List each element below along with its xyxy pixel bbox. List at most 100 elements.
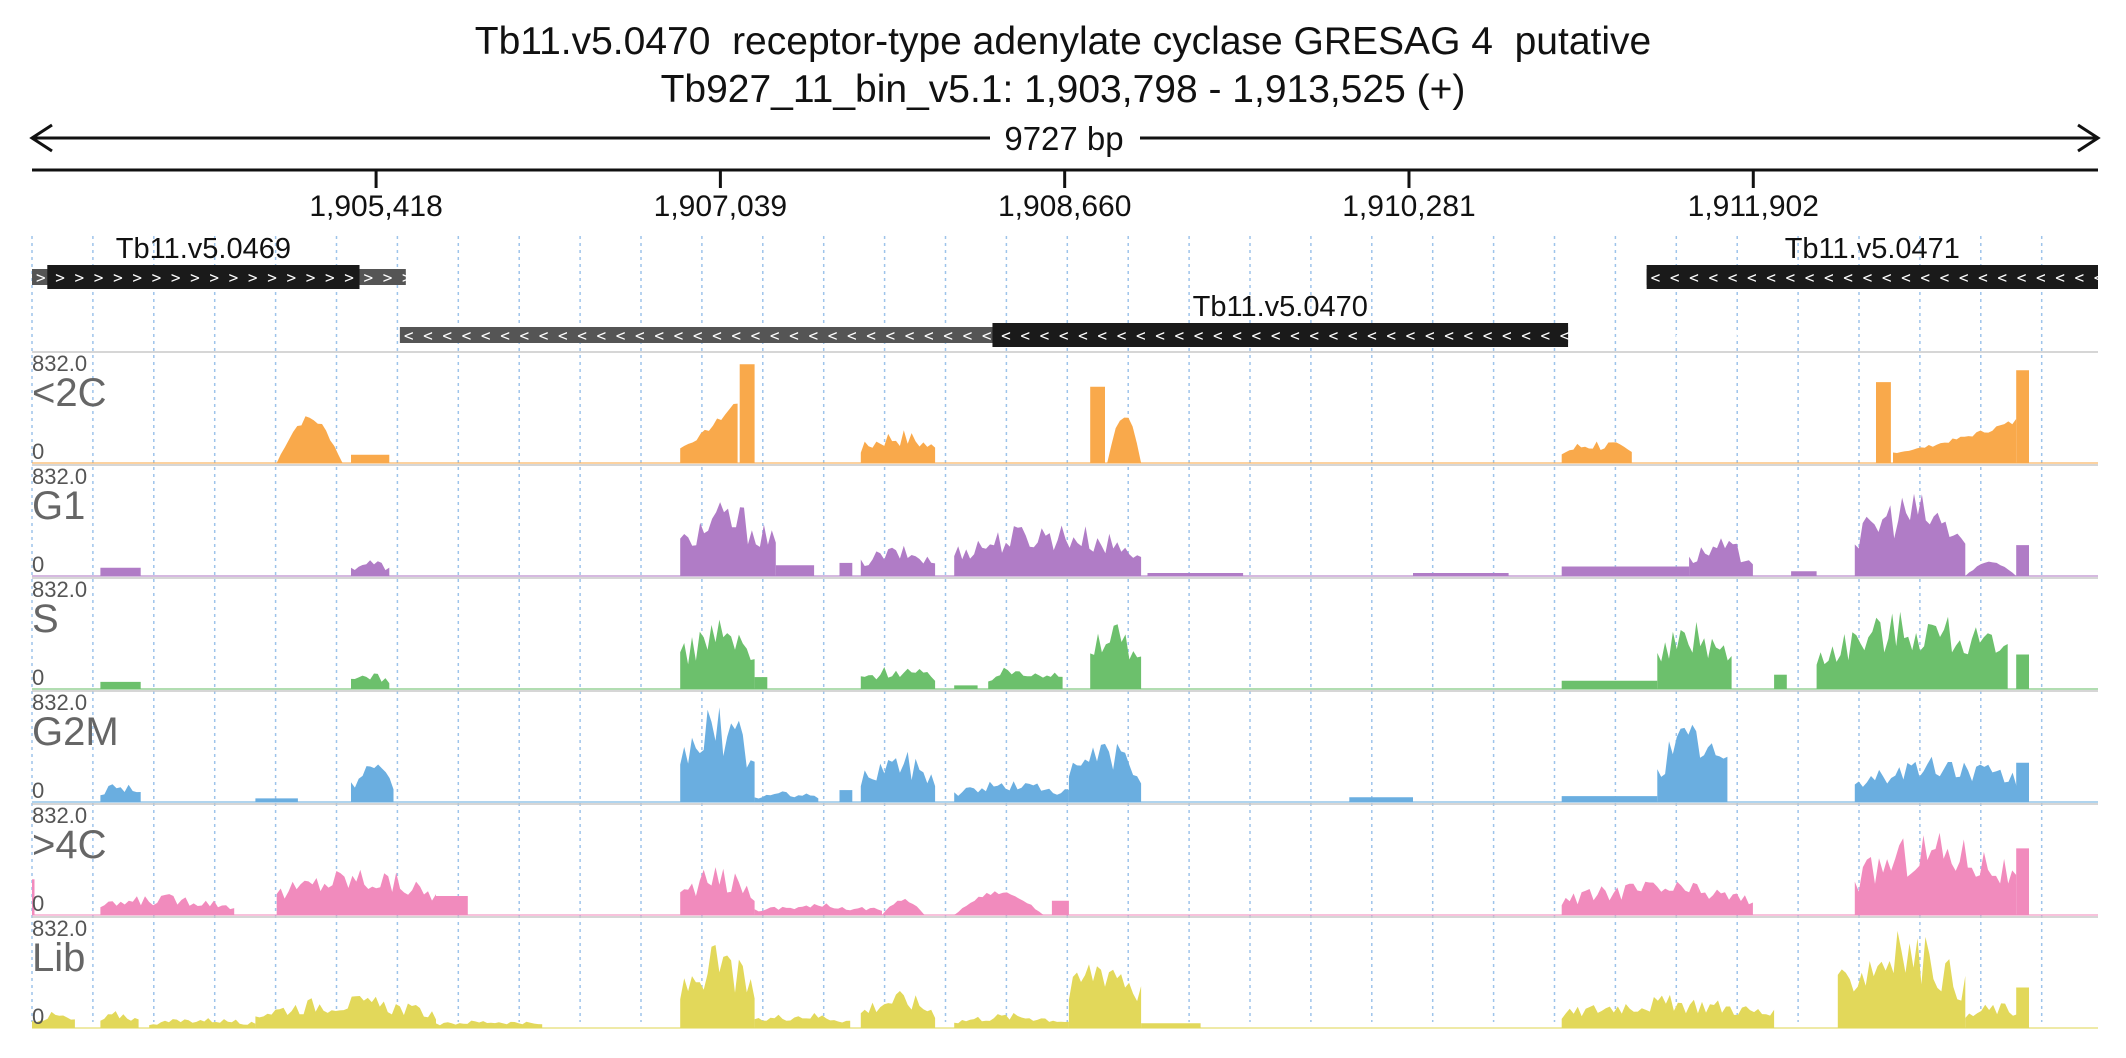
coverage-peak (2016, 848, 2029, 915)
coverage-peak (680, 619, 755, 689)
track-max-label: 832.0 (32, 690, 87, 715)
coverage-peak (276, 869, 436, 915)
coverage-peak (255, 996, 436, 1028)
coverage-peak (1561, 566, 1690, 576)
coverage-peak (32, 1011, 75, 1028)
axis-tick-label: 1,911,902 (1688, 190, 1819, 223)
coverage-peak (2016, 654, 2029, 689)
span-length-label: 9727 bp (1004, 120, 1123, 157)
coverage-peak (1068, 964, 1142, 1028)
grid-lines (31, 236, 2043, 1022)
coverage-peak (1147, 573, 1244, 576)
coverage-peak (860, 991, 936, 1028)
coverage-peak (276, 416, 343, 463)
track-1: 832.0G1 0 (32, 464, 2098, 577)
coverage-peak (32, 879, 35, 915)
coverage-peak (100, 784, 141, 802)
coverage-peak (100, 894, 235, 915)
coverage-peak (1141, 1023, 1201, 1028)
coverage-peak (775, 565, 815, 576)
track-max-label: 832.0 (32, 464, 87, 489)
coverage-peak (954, 525, 1142, 576)
track-name: G1 (32, 484, 85, 528)
coverage-peak (680, 867, 755, 915)
coverage-peak (100, 1011, 139, 1028)
track-max-label: 832.0 (32, 803, 87, 828)
track-min-label: 0 (32, 778, 44, 803)
coverage-peak (1561, 881, 1753, 915)
coverage-peak (1854, 832, 2017, 915)
gene-cds (47, 265, 360, 289)
coverage-peak (149, 1018, 256, 1028)
coverage-peak (860, 751, 936, 802)
coverage-peak (1561, 796, 1658, 802)
coverage-peak (1689, 538, 1753, 576)
coverage-peak (2016, 545, 2029, 576)
gene-label: Tb11.v5.0471 (1785, 233, 1960, 265)
coverage-peak (2016, 370, 2029, 463)
chart-title: Tb11.v5.0470 receptor-type adenylate cyc… (0, 18, 2126, 114)
coverage-peak (860, 545, 936, 576)
coverage-peak (954, 781, 1069, 802)
coverage-peak (839, 790, 853, 802)
gene-cds (1646, 265, 2098, 289)
coverage-peak (255, 798, 298, 802)
gene-label: Tb11.v5.0469 (116, 233, 291, 265)
gene-label: Tb11.v5.0470 (1193, 291, 1368, 323)
coverage-peak (1774, 674, 1787, 689)
coverage-peak (100, 567, 141, 576)
coverage-peak (1051, 900, 1069, 915)
coverage-peak (351, 454, 390, 463)
coverage-peak (1068, 743, 1142, 802)
track-name: G2M (32, 710, 119, 754)
coverage-peak (1854, 756, 2025, 802)
coverage-peak (1413, 573, 1509, 576)
title-coordinates: Tb927_11_bin_v5.1: 1,903,798 - 1,913,525… (660, 68, 1466, 111)
track-min-label: 0 (32, 665, 44, 690)
track-2: 832.0S 0 (32, 577, 2098, 690)
coverage-peak (954, 891, 1044, 915)
axis-tick-label: 1,907,039 (654, 190, 787, 223)
coverage-peak (351, 764, 394, 802)
coverage-peak (988, 667, 1063, 689)
coverage-peak (1876, 382, 1891, 463)
coverage-peak (2016, 762, 2029, 802)
title-gene-description: Tb11.v5.0470 receptor-type adenylate cyc… (474, 20, 1652, 63)
coverage-peak (1349, 797, 1413, 802)
track-name: Lib (32, 936, 85, 980)
coverage-peak (739, 364, 755, 463)
coverage-peak (680, 707, 755, 802)
gene-annotation-track: > > > > > > > > > > > > > > > > > > > > … (32, 233, 2126, 347)
coverage-peak (680, 403, 738, 463)
coverage-peak (351, 560, 390, 576)
track-min-label: 0 (32, 1004, 44, 1029)
track-4: 832.0>4C 0 (32, 803, 2098, 916)
coverage-peak (1561, 441, 1632, 463)
coverage-peak (1893, 418, 2017, 463)
gene-cds (992, 323, 1569, 347)
span-arrowhead-left (29, 123, 53, 153)
track-min-label: 0 (32, 891, 44, 916)
coverage-peak (436, 896, 468, 915)
axis-tick-label: 1,905,418 (309, 190, 442, 223)
track-min-label: 0 (32, 439, 44, 464)
coverage-peak (100, 681, 141, 689)
track-name: >4C (32, 823, 107, 867)
coverage-peak (1657, 621, 1732, 689)
track-name: <2C (32, 371, 107, 415)
coverage-peak (754, 791, 819, 802)
coverage-peak (882, 898, 925, 915)
coverage-peak (1965, 561, 2017, 576)
coverage-peak (1816, 611, 2008, 689)
coverage-peak (2016, 987, 2029, 1028)
coverage-peak (1657, 724, 1728, 802)
coverage-peak (1837, 930, 1966, 1028)
strand-arrows: > > > > > > > > > > > > > > > > > > > > … (36, 268, 469, 287)
coverage-peak (1965, 1003, 2029, 1028)
coverage-peak (1090, 386, 1105, 463)
span-arrowhead-right (2077, 123, 2101, 153)
track-min-label: 0 (32, 552, 44, 577)
strand-arrows: < < < < < < < < < < < < < < < < < < < < … (1651, 268, 2126, 287)
